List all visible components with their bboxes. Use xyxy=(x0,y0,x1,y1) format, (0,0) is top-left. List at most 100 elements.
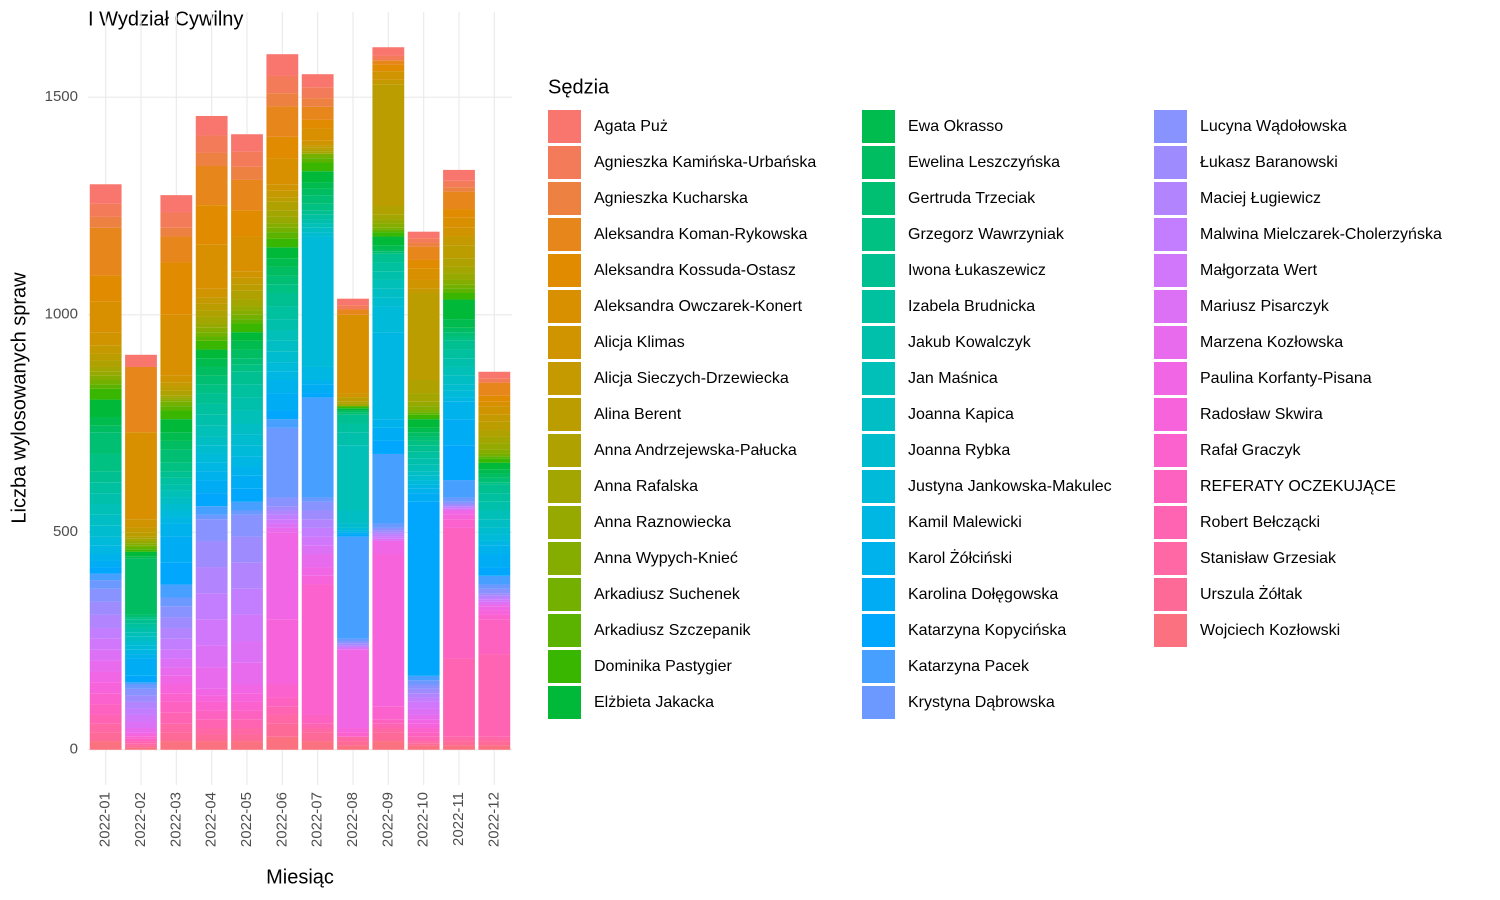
bar-segment xyxy=(407,279,440,289)
bar-segment xyxy=(231,323,263,333)
bar-segment xyxy=(89,471,122,483)
bar-segment xyxy=(301,87,334,99)
bar-segment xyxy=(231,306,263,311)
legend-label: Alina Berent xyxy=(594,406,682,423)
bar-segment xyxy=(125,619,157,624)
bar-segment xyxy=(266,393,299,411)
legend-key xyxy=(548,686,581,719)
bar-segment xyxy=(89,704,122,715)
legend-label: Maciej Ługiewicz xyxy=(1200,190,1321,207)
bar-segment xyxy=(160,236,193,263)
bar-segment xyxy=(372,232,405,237)
bar-segment xyxy=(407,242,440,247)
bar-segment xyxy=(266,184,299,191)
legend-label: Arkadiusz Szczepanik xyxy=(594,622,752,639)
bar-segment xyxy=(478,493,511,502)
bar-segment xyxy=(266,419,299,428)
bar-segment xyxy=(125,545,157,548)
bar-segment xyxy=(337,397,369,402)
bar-segment xyxy=(372,245,405,250)
bar-segment xyxy=(160,497,193,504)
bar-segment xyxy=(407,436,440,441)
bar-segment xyxy=(478,736,511,742)
bar-segment xyxy=(337,534,369,537)
bar-segment xyxy=(125,654,157,659)
bar-segment xyxy=(443,349,475,359)
bar-segment xyxy=(195,393,228,404)
legend-key xyxy=(548,290,581,323)
bar-segment xyxy=(443,480,475,498)
bar-segment xyxy=(372,288,405,298)
bar-segment xyxy=(160,617,193,628)
bar-segment xyxy=(407,445,440,452)
bar-segment xyxy=(160,638,193,650)
legend-key xyxy=(1154,434,1187,467)
bar-segment xyxy=(125,695,157,702)
legend-label: Elżbieta Jakacka xyxy=(594,694,714,711)
bar-segment xyxy=(478,575,511,585)
bar-segment xyxy=(160,395,193,398)
bar-segment xyxy=(160,584,193,598)
bar-segment xyxy=(478,588,511,594)
bar-segment xyxy=(372,527,405,531)
bar-segment xyxy=(372,332,405,420)
legend-key xyxy=(548,650,581,683)
bar-segment xyxy=(266,506,299,511)
bar-segment xyxy=(160,732,193,742)
legend-key xyxy=(862,326,895,359)
bar-segment xyxy=(372,262,405,272)
bar-segment xyxy=(125,558,157,615)
bar-segment xyxy=(89,567,122,574)
bar-segment xyxy=(301,145,334,148)
bar-segment xyxy=(407,680,440,685)
bar-segment xyxy=(195,710,228,720)
x-tick-label: 2022-03 xyxy=(167,792,184,847)
bar-segment xyxy=(125,636,157,642)
bar-segment xyxy=(478,595,511,598)
bar-segment xyxy=(443,658,475,737)
bar-segment xyxy=(337,401,369,404)
bar-segment xyxy=(160,449,193,463)
bar-segment xyxy=(125,547,157,550)
bar-segment xyxy=(443,284,475,289)
bar-segment xyxy=(160,399,193,402)
bar-segment xyxy=(407,697,440,702)
bar-segment xyxy=(89,682,122,694)
bar-segment xyxy=(407,246,440,260)
bar-segment xyxy=(407,708,440,715)
bar-segment xyxy=(125,645,157,650)
bar-segment xyxy=(266,362,299,372)
bar-segment xyxy=(160,562,193,585)
bar-segment xyxy=(125,519,157,528)
bar-segment xyxy=(89,723,122,733)
bar-segment xyxy=(337,410,369,413)
bar-segment xyxy=(89,399,122,417)
bar-segment xyxy=(407,414,440,420)
bar-segment xyxy=(195,425,228,437)
bar-segment xyxy=(160,649,193,659)
legend-key xyxy=(862,650,895,683)
bar-segment xyxy=(231,501,263,511)
bar-segment xyxy=(160,440,193,450)
x-tick-label: 2022-04 xyxy=(203,792,220,847)
bar-segment xyxy=(478,401,511,407)
legend-key xyxy=(1154,290,1187,323)
bar-segment xyxy=(478,382,511,396)
bar-segment xyxy=(407,728,440,733)
bar-segment xyxy=(160,432,193,441)
bar-segment xyxy=(478,554,511,568)
bar-segment xyxy=(478,597,511,600)
bar-segment xyxy=(231,290,263,300)
bar-segment xyxy=(125,632,157,637)
bar-segment xyxy=(195,366,228,376)
bar-segment xyxy=(478,510,511,520)
bar-segment xyxy=(372,723,405,729)
bar-segment xyxy=(266,190,299,198)
bar-segment xyxy=(195,384,228,394)
bar-segment xyxy=(301,732,334,742)
bar-segment xyxy=(337,423,369,433)
bar-segment xyxy=(407,410,440,413)
bar-segment xyxy=(443,401,475,420)
legend-key xyxy=(862,434,895,467)
bar-segment xyxy=(266,293,299,307)
